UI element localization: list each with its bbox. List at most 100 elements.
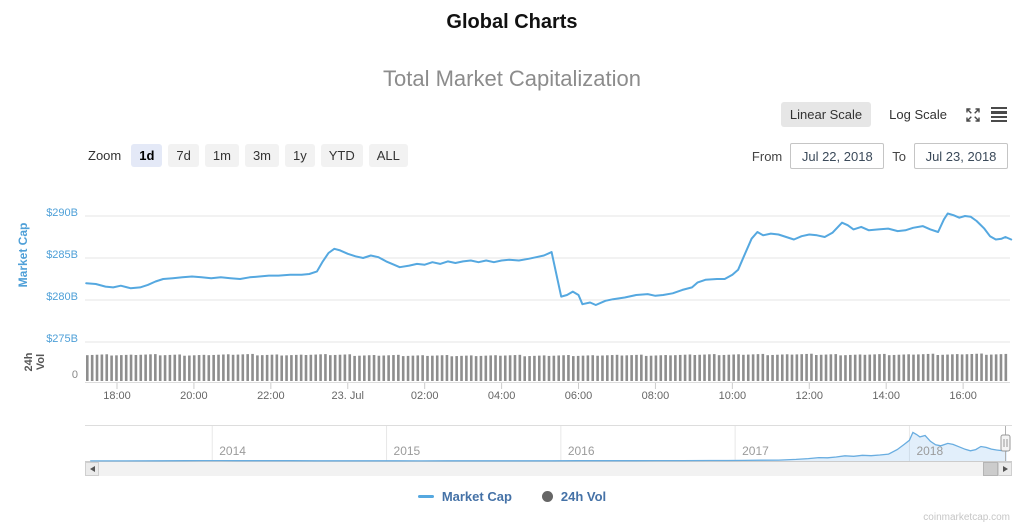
zoom-button-1d[interactable]: 1d (131, 144, 163, 167)
navigator-handle[interactable] (1000, 434, 1011, 452)
volume-bar (722, 354, 726, 381)
volume-bar (231, 354, 235, 381)
date-range-inputs: From To (752, 143, 1008, 169)
volume-bar (285, 355, 288, 381)
volume-bar (1004, 353, 1008, 381)
page-title: Global Charts (446, 11, 578, 33)
volume-bar (610, 355, 614, 381)
volume-bar (562, 355, 565, 381)
x-axis-label: 12:00 (795, 390, 824, 402)
volume-bar (659, 355, 663, 381)
linear-scale-button[interactable]: Linear Scale (780, 102, 872, 127)
from-date-input[interactable] (790, 143, 885, 169)
zoom-button-1m[interactable]: 1m (204, 144, 239, 167)
vol-axis-title-line2: Vol (35, 353, 47, 371)
volume-bar (338, 354, 342, 381)
volume-bar (275, 354, 279, 381)
volume-bar (805, 353, 808, 381)
volume-bar (86, 355, 89, 381)
volume-bar (188, 355, 191, 381)
volume-bar (494, 355, 497, 381)
volume-bar (489, 355, 492, 381)
to-date-input[interactable] (914, 143, 1008, 169)
volume-bar (455, 356, 458, 381)
volume-bar (154, 354, 157, 381)
volume-bar (878, 354, 881, 381)
log-scale-button[interactable]: Log Scale (880, 102, 956, 127)
x-axis-label: 02:00 (410, 390, 439, 402)
x-axis-label: 18:00 (103, 390, 131, 402)
volume-bar (892, 354, 896, 381)
zoom-button-all[interactable]: ALL (368, 144, 408, 167)
volume-bar (810, 353, 813, 381)
volume-bar (353, 355, 356, 381)
zoom-button-3m[interactable]: 3m (244, 144, 279, 167)
volume-bar (460, 355, 463, 381)
scrollbar-thumb[interactable] (983, 462, 998, 476)
volume-bar (557, 355, 561, 381)
zoom-button-1y[interactable]: 1y (285, 144, 315, 167)
volume-bar (363, 355, 366, 381)
volume-bar (440, 355, 444, 381)
volume-bar (873, 354, 876, 381)
volume-bar (912, 354, 915, 381)
chart-title: Total Market Capitalization (382, 66, 641, 91)
scale-toggle-row: Linear Scale Log Scale (780, 102, 1008, 127)
volume-bar (319, 354, 322, 381)
volume-bar (246, 354, 249, 381)
volume-bar (994, 354, 998, 381)
volume-bar (265, 354, 269, 382)
volume-bar (256, 355, 259, 381)
navigator-line (90, 431, 1008, 462)
volume-bar (586, 355, 590, 381)
volume-bar (168, 354, 172, 382)
volume-bar (761, 353, 765, 381)
navigator-year-label: 2017 (742, 444, 769, 458)
y-tick-275: $275B (46, 333, 78, 345)
volume-bar (547, 355, 551, 381)
volume-bar (542, 355, 546, 381)
volume-bar (411, 355, 415, 381)
scrollbar-track[interactable] (99, 462, 998, 476)
volume-bar (421, 355, 424, 381)
market-cap-line (85, 212, 1013, 306)
volume-bar (849, 354, 852, 382)
vol-dot-marker (541, 491, 553, 502)
volume-bar (771, 354, 774, 381)
legend-item-market-cap[interactable]: Market Cap (417, 489, 512, 504)
volume-bar (985, 354, 988, 381)
volume-bar (917, 354, 920, 381)
volume-bar (960, 354, 964, 381)
volume-bar (105, 354, 109, 381)
volume-bar (290, 355, 293, 381)
volume-bar (124, 354, 128, 381)
volume-bar (819, 354, 823, 381)
market-cap-line-marker (417, 495, 434, 498)
volume-bar (756, 354, 760, 381)
volume-bar (392, 355, 395, 381)
zoom-button-ytd[interactable]: YTD (320, 144, 363, 167)
volume-bar (387, 355, 390, 381)
fullscreen-icon[interactable] (965, 107, 981, 123)
volume-bar (270, 354, 274, 381)
navigator-year-label: 2014 (219, 444, 246, 458)
legend-item-24h-vol[interactable]: 24h Vol (541, 489, 607, 504)
legend-vol-label: 24h Vol (560, 489, 607, 504)
volume-bar (358, 355, 361, 381)
volume-bar (217, 354, 220, 381)
zoom-button-7d[interactable]: 7d (168, 144, 199, 167)
volume-bar (552, 355, 556, 381)
scrollbar-right-arrow[interactable] (998, 462, 1012, 476)
volume-bar (450, 356, 454, 381)
volume-bar (829, 354, 833, 381)
volume-bar (163, 355, 167, 381)
volume-bar (795, 354, 799, 381)
volume-bar (426, 355, 429, 381)
volume-bar (129, 354, 133, 381)
volume-bar (708, 354, 711, 381)
volume-bar (226, 354, 230, 381)
scrollbar-left-arrow[interactable] (85, 462, 99, 476)
chart-menu-icon[interactable] (990, 106, 1008, 124)
volume-bar (649, 355, 653, 381)
